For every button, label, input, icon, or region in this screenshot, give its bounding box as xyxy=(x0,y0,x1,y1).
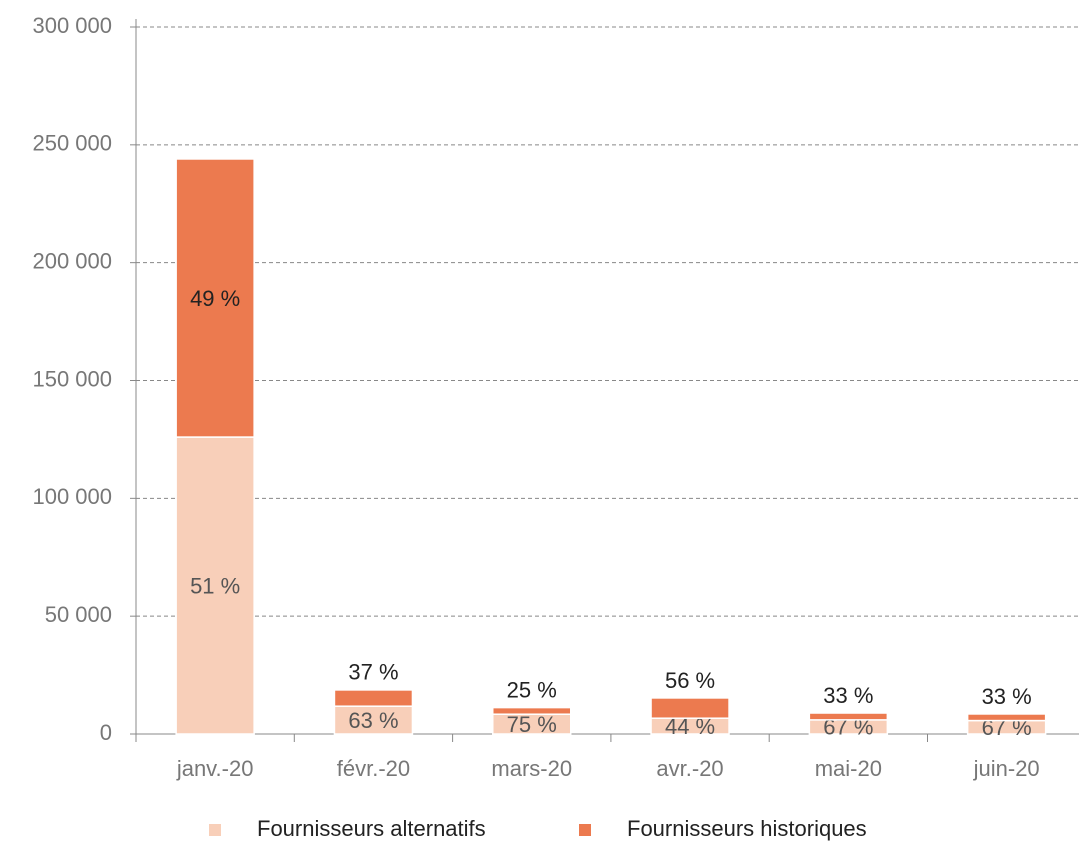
legend-label: Fournisseurs historiques xyxy=(627,816,867,841)
legend-label: Fournisseurs alternatifs xyxy=(257,816,486,841)
data-label: 33 % xyxy=(982,684,1032,709)
bar-segment xyxy=(808,712,889,721)
x-tick-label: mars-20 xyxy=(491,756,572,781)
x-tick-label: mai-20 xyxy=(815,756,882,781)
bar-segment xyxy=(175,158,255,438)
data-label: 63 % xyxy=(348,708,398,733)
y-tick-label: 200 000 xyxy=(32,248,112,273)
x-tick-label: juin-20 xyxy=(973,756,1040,781)
bar-segment xyxy=(492,706,572,715)
y-tick-label: 150 000 xyxy=(32,366,112,391)
y-tick-label: 50 000 xyxy=(45,602,112,627)
data-label: 25 % xyxy=(507,677,557,702)
data-label: 56 % xyxy=(665,668,715,693)
y-tick-label: 0 xyxy=(100,720,112,745)
bar-segment xyxy=(650,697,730,719)
bar-segment xyxy=(333,689,414,707)
data-label: 49 % xyxy=(190,286,240,311)
data-label: 75 % xyxy=(507,712,557,737)
data-label: 37 % xyxy=(348,660,398,685)
data-label: 33 % xyxy=(823,683,873,708)
bar-segment xyxy=(175,436,255,735)
x-tick-label: avr.-20 xyxy=(656,756,723,781)
bar-segment xyxy=(966,713,1047,722)
y-tick-label: 300 000 xyxy=(32,13,112,38)
y-tick-label: 100 000 xyxy=(32,484,112,509)
x-tick-label: févr.-20 xyxy=(337,756,410,781)
data-label: 51 % xyxy=(190,573,240,598)
y-tick-label: 250 000 xyxy=(32,131,112,156)
legend-marker xyxy=(579,824,591,836)
x-tick-label: janv.-20 xyxy=(176,756,254,781)
legend-marker xyxy=(209,824,221,836)
